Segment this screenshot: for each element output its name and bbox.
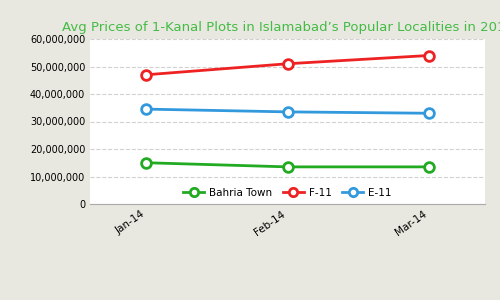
Title: Avg Prices of 1-Kanal Plots in Islamabad’s Popular Localities in 2014: Avg Prices of 1-Kanal Plots in Islamabad… — [62, 21, 500, 34]
Legend: Bahria Town, F-11, E-11: Bahria Town, F-11, E-11 — [179, 184, 396, 202]
